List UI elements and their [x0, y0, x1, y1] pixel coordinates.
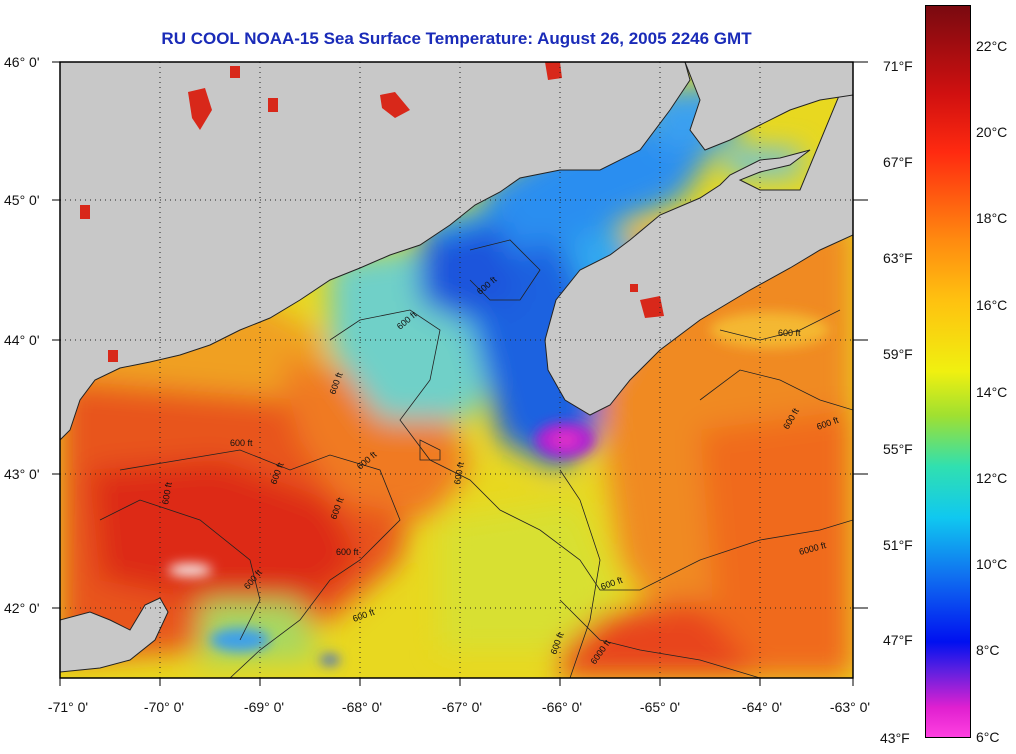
celsius-label: 6°C	[976, 729, 1000, 745]
longitude-labels: -71° 0' -70° 0' -69° 0' -68° 0' -67° 0' …	[48, 699, 870, 715]
land-nova-scotia	[544, 62, 853, 416]
lon-label: -68° 0'	[342, 699, 382, 715]
map-frame	[59, 61, 854, 679]
fahrenheit-label: 63°F	[883, 250, 913, 266]
sst-field	[60, 85, 853, 678]
fahrenheit-label: 43°F	[880, 730, 910, 746]
land-new-brunswick	[684, 62, 853, 151]
fahrenheit-label: 47°F	[883, 632, 913, 648]
depth-label: 600 ft	[336, 547, 359, 557]
fahrenheit-label: 55°F	[883, 441, 913, 457]
lon-label: -70° 0'	[144, 699, 184, 715]
fahrenheit-label: 71°F	[883, 58, 913, 74]
lon-label: -65° 0'	[640, 699, 680, 715]
lon-label: -64° 0'	[742, 699, 782, 715]
map-plot-area	[60, 62, 853, 678]
latitude-labels: 46° 0' 45° 0' 44° 0' 43° 0' 42° 0'	[4, 54, 40, 616]
graticule	[60, 62, 853, 678]
celsius-label: 14°C	[976, 384, 1008, 400]
land	[60, 62, 853, 673]
lon-label: -71° 0'	[48, 699, 88, 715]
lon-label: -69° 0'	[244, 699, 284, 715]
celsius-label: 8°C	[976, 642, 1000, 658]
lon-label: -63° 0'	[830, 699, 870, 715]
depth-label: 600 ft	[778, 328, 801, 338]
lake-patches	[80, 62, 664, 362]
fahrenheit-label: 67°F	[883, 154, 913, 170]
celsius-label: 20°C	[976, 124, 1008, 140]
depth-label: 600 ft	[230, 438, 253, 448]
depth-contours	[99, 239, 853, 678]
celsius-label: 18°C	[976, 210, 1008, 226]
celsius-label: 22°C	[976, 38, 1008, 54]
lat-label: 43° 0'	[4, 466, 40, 482]
depth-label: 600 ft	[160, 481, 174, 505]
lat-label: 42° 0'	[4, 600, 40, 616]
lon-label: -66° 0'	[542, 699, 582, 715]
land-cape-cod	[60, 597, 169, 673]
lon-label: -67° 0'	[442, 699, 482, 715]
sst-field-detail	[168, 312, 830, 665]
celsius-label: 16°C	[976, 297, 1008, 313]
celsius-label: 10°C	[976, 556, 1008, 572]
celsius-label: 12°C	[976, 470, 1008, 486]
depth-label: 600 ft	[452, 461, 466, 485]
temperature-colorbar	[925, 5, 971, 738]
lat-label: 46° 0'	[4, 54, 40, 70]
ticks	[52, 61, 868, 686]
fahrenheit-label: 51°F	[883, 537, 913, 553]
map-title: RU COOL NOAA-15 Sea Surface Temperature:…	[161, 29, 752, 48]
fahrenheit-label: 59°F	[883, 346, 913, 362]
lat-label: 44° 0'	[4, 332, 40, 348]
lat-label: 45° 0'	[4, 192, 40, 208]
